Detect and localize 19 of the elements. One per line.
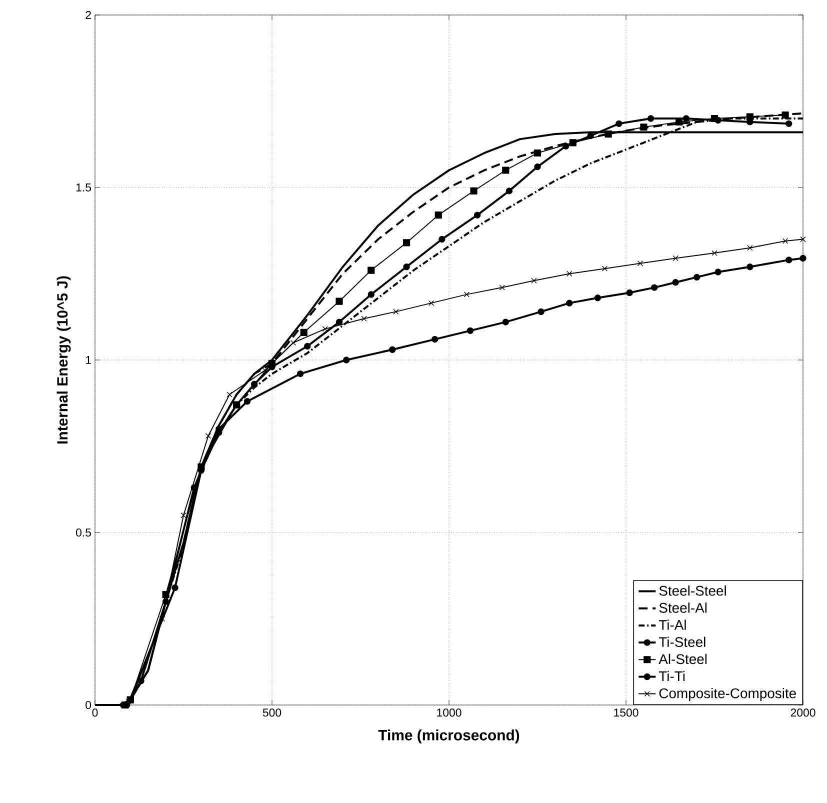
legend-label: Ti-Ti — [658, 670, 685, 682]
x-axis-title: Time (microsecond) — [378, 729, 520, 744]
y-tick-label: 2 — [86, 10, 91, 19]
y-tick-label: 0 — [86, 700, 92, 710]
legend-label: Al-Steel — [658, 654, 707, 664]
legend-label: Composite-Composite — [659, 688, 796, 702]
y-tick-label: 0.5 — [76, 528, 91, 537]
x-tick-label: 2000 — [790, 708, 816, 717]
legend-label: Ti-Steel — [658, 636, 706, 647]
x-tick-label: 500 — [262, 708, 282, 717]
legend-label: Steel-Steel — [659, 585, 726, 596]
x-tick-label: 0 — [92, 708, 98, 717]
y-tick-label: 1 — [86, 356, 91, 364]
x-tick-label: 1000 — [437, 708, 462, 717]
x-tick-label: 1500 — [614, 708, 638, 717]
y-tick-label: 1.5 — [76, 184, 91, 192]
legend-label: Steel-Al — [659, 602, 707, 613]
y-axis-title: Internal Energy (10^5 J) — [56, 276, 71, 444]
legend-label: Ti-Al — [658, 620, 686, 630]
